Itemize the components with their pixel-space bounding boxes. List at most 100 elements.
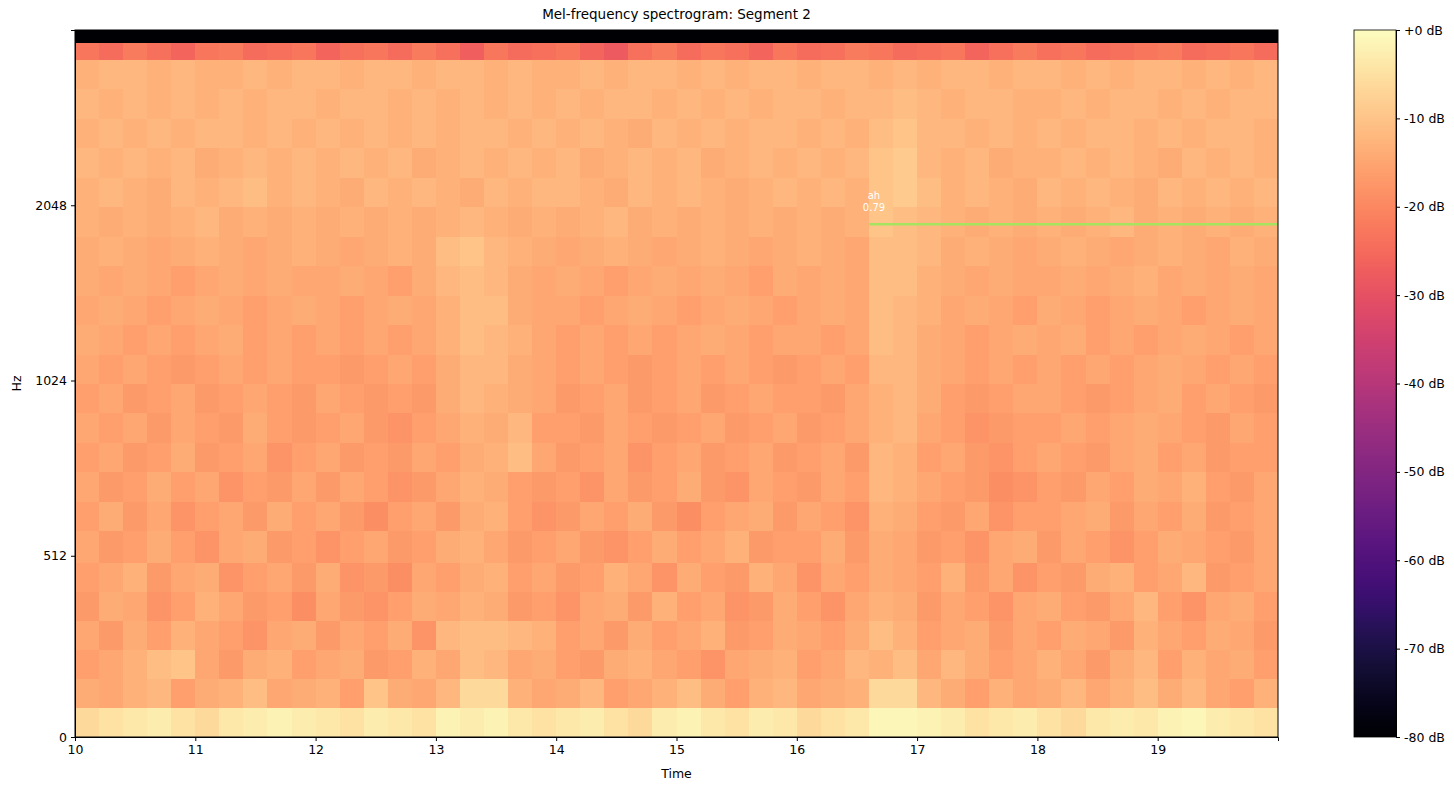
cell [219, 354, 244, 384]
cell [1037, 177, 1062, 207]
cell [195, 177, 220, 207]
cell [1254, 708, 1278, 737]
cell [652, 708, 677, 737]
cell [99, 89, 124, 119]
cell [580, 118, 605, 148]
cell [677, 679, 702, 709]
cell [1037, 207, 1062, 237]
cell [1206, 531, 1231, 563]
cell [677, 354, 702, 384]
cell [749, 649, 774, 679]
cell [556, 118, 581, 148]
cell [1158, 472, 1183, 502]
cell [243, 177, 268, 207]
cell [1086, 118, 1111, 148]
cell [123, 501, 148, 531]
cell [147, 59, 172, 89]
cell [292, 266, 317, 296]
cell [1230, 531, 1255, 563]
cell [941, 207, 966, 237]
cell [580, 236, 605, 266]
cell [941, 620, 966, 650]
cell [845, 383, 870, 413]
cell [460, 354, 485, 384]
cell [1254, 89, 1278, 119]
cell [1206, 649, 1231, 679]
cell [1134, 649, 1159, 679]
cell [1061, 42, 1086, 60]
cell [749, 354, 774, 384]
cell [388, 207, 413, 237]
cell [1086, 42, 1111, 60]
cell [917, 354, 942, 384]
cell [869, 472, 894, 502]
cell [436, 177, 461, 207]
cell [484, 531, 509, 563]
cell [965, 354, 990, 384]
cell [340, 236, 365, 266]
cell [460, 236, 485, 266]
cell [532, 89, 557, 119]
colorbar-axis-line [1397, 31, 1401, 738]
cell [989, 708, 1014, 737]
tick: -20 dB [1396, 199, 1445, 214]
tick-label: 13 [428, 742, 444, 757]
tick: -60 dB [1396, 553, 1445, 568]
cell [436, 295, 461, 325]
cell [1134, 620, 1159, 650]
cell [797, 472, 822, 502]
cell [628, 591, 653, 621]
cell [893, 679, 918, 709]
cell [436, 59, 461, 89]
cell [243, 59, 268, 89]
cell [989, 649, 1014, 679]
cell [508, 30, 533, 43]
cell [1182, 679, 1207, 709]
cell [1037, 236, 1062, 266]
cell [292, 148, 317, 178]
cell [267, 207, 292, 237]
cell [75, 591, 100, 621]
cell [436, 562, 461, 592]
cell [1206, 413, 1231, 443]
cell [508, 42, 533, 60]
cell [1061, 148, 1086, 178]
cell [75, 383, 100, 413]
cell [340, 207, 365, 237]
cell [1134, 266, 1159, 296]
cell [1086, 472, 1111, 502]
cell [75, 442, 100, 472]
cell [340, 42, 365, 60]
cell [941, 501, 966, 531]
cell [340, 383, 365, 413]
tick-mark [316, 737, 317, 741]
cell [195, 472, 220, 502]
cell [316, 236, 341, 266]
cell [821, 442, 846, 472]
cell [171, 354, 196, 384]
cell [532, 472, 557, 502]
cell [701, 266, 726, 296]
cell [628, 383, 653, 413]
cell [773, 42, 798, 60]
tick-label: 2048 [35, 198, 67, 213]
cell [556, 649, 581, 679]
cell [316, 59, 341, 89]
cell [989, 501, 1014, 531]
tick-mark [71, 556, 75, 557]
cell [147, 295, 172, 325]
tick: -50 dB [1396, 464, 1445, 479]
cell [364, 42, 389, 60]
tick-label: 14 [549, 742, 565, 757]
cell [243, 354, 268, 384]
cell [989, 207, 1014, 237]
cell [941, 118, 966, 148]
cell [412, 42, 437, 60]
cell [701, 679, 726, 709]
cell [845, 620, 870, 650]
cell [652, 649, 677, 679]
cell [1254, 679, 1278, 709]
cell [893, 620, 918, 650]
tick: -80 dB [1396, 730, 1445, 745]
cell [580, 30, 605, 43]
